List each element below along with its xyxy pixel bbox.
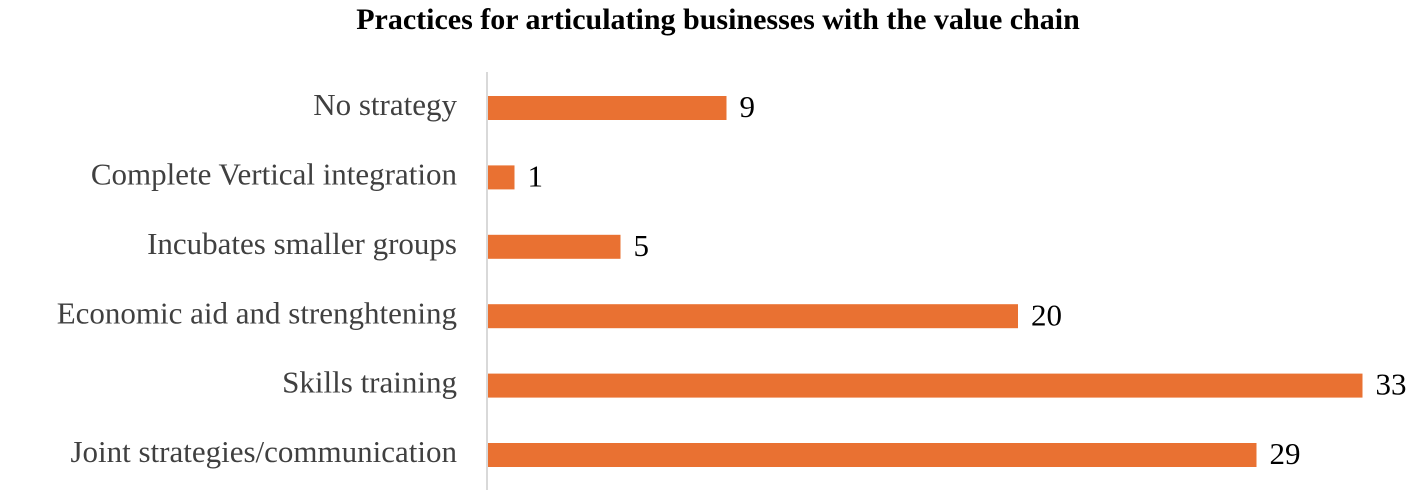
value-label: 9 [740,89,756,124]
bar [488,304,1018,329]
bar [488,96,727,120]
bar [488,373,1363,398]
value-label: 20 [1031,297,1062,332]
bar [488,443,1257,467]
category-label: Complete Vertical integration [91,157,458,192]
category-label: Economic aid and strenghtening [57,295,457,330]
value-label: 1 [528,159,544,194]
category-label: Skills training [282,365,457,400]
category-label: Incubates smaller groups [147,226,457,261]
category-label: Joint strategies/communication [70,434,457,469]
category-label: No strategy [313,87,457,122]
value-label: 29 [1270,436,1301,471]
value-label: 33 [1376,367,1407,402]
bar [488,165,515,190]
value-label: 5 [634,228,650,263]
bar [488,234,621,259]
chart-title: Practices for articulating businesses wi… [356,3,1080,36]
